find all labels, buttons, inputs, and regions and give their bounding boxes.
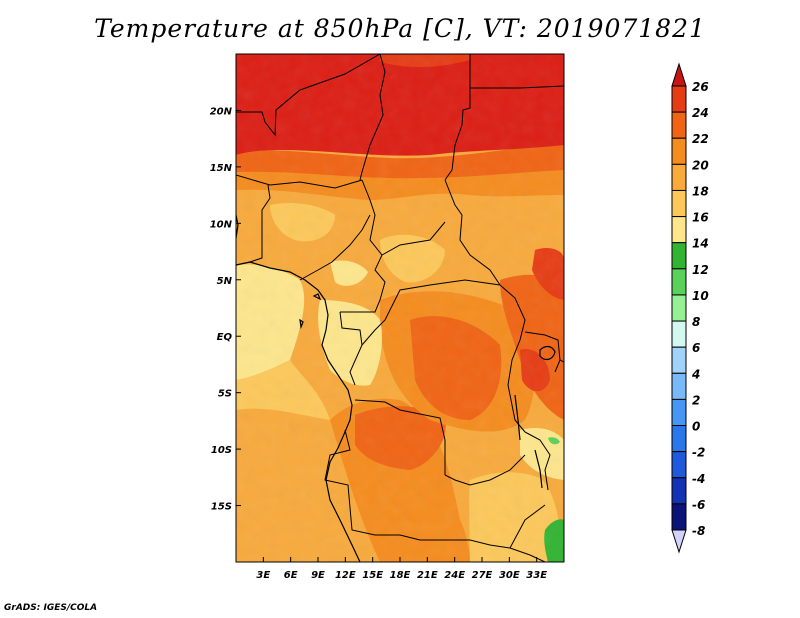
border-zambia-south xyxy=(420,504,546,549)
border-gabon xyxy=(339,311,363,386)
x-tick-label: 24E xyxy=(444,570,465,581)
y-tick-label: EQ xyxy=(217,332,233,343)
colorbar-segment xyxy=(671,372,687,400)
border-angola-namibia xyxy=(324,429,421,541)
island-small xyxy=(312,293,322,301)
x-tick-label: 33E xyxy=(526,570,547,581)
border-egypt-sudan xyxy=(470,85,564,89)
x-tick-label: 9E xyxy=(311,570,325,581)
x-tick-label: 15E xyxy=(362,570,383,581)
colorbar-label: 16 xyxy=(692,211,709,225)
x-tick-label: 3E xyxy=(256,570,270,581)
colorbar-segment xyxy=(671,320,687,348)
colorbar-segment xyxy=(671,398,687,427)
colorbar-segment xyxy=(671,163,687,191)
coastline-atlantic xyxy=(236,261,361,562)
colorbar-label: -4 xyxy=(692,472,705,486)
coastline-west xyxy=(236,214,239,239)
y-tick-label: 5N xyxy=(217,276,233,287)
colorbar-label: 12 xyxy=(692,263,709,277)
colorbar-segment xyxy=(671,242,687,270)
colorbar-label: -8 xyxy=(692,524,705,538)
y-tick-label: 20N xyxy=(210,106,233,117)
border-niger-nigeria xyxy=(236,174,363,189)
colorbar-segment xyxy=(671,346,687,374)
border-drc-east xyxy=(499,284,526,433)
axis-ticks: 3E 6E 9E 12E 15E 18E 21E 24E 27E 30E 33E 20N 15N 10N 5… xyxy=(210,106,548,581)
colorbar-segment xyxy=(671,137,687,165)
colorbar-segment xyxy=(671,477,687,505)
colorbar-label: 14 xyxy=(692,237,709,251)
border-malawi xyxy=(524,431,551,491)
colorbar-label: 26 xyxy=(692,80,709,94)
x-tick-label: 27E xyxy=(472,570,493,581)
x-tick-label: 6E xyxy=(284,570,298,581)
y-tick-label: 15S xyxy=(211,502,232,513)
colorbar-label: 0 xyxy=(692,420,700,434)
border-cameroon-car xyxy=(340,254,386,313)
chart-title: Temperature at 850hPa [C], VT: 201907182… xyxy=(94,14,706,43)
colorbar-label: 22 xyxy=(692,132,709,146)
country-borders xyxy=(236,54,564,562)
colorbar-label: 20 xyxy=(692,158,709,172)
border-algeria-niger xyxy=(236,54,381,137)
border-sudan-car xyxy=(444,179,501,286)
colorbar-label: 18 xyxy=(692,184,709,198)
colorbar-segment xyxy=(671,294,687,322)
y-tick-label: 15N xyxy=(210,163,233,174)
coastline xyxy=(236,214,556,562)
lake-tanganyika xyxy=(514,394,521,441)
border-libya-sudan xyxy=(444,54,471,181)
y-tick-label: 10S xyxy=(211,445,232,456)
temperature-field xyxy=(236,54,564,562)
colorbar-segment xyxy=(671,111,687,139)
colorbar-label: 24 xyxy=(692,106,709,120)
colorbar-label: 8 xyxy=(692,315,700,329)
colorbar-top-arrow xyxy=(671,62,687,87)
border-kenya xyxy=(559,359,564,363)
colorbar-label: -2 xyxy=(692,446,705,460)
colorbar-label: 2 xyxy=(692,393,700,407)
colorbar-label: -6 xyxy=(692,498,705,512)
border-niger-chad xyxy=(359,54,386,181)
border-zim xyxy=(509,547,546,562)
lake-victoria xyxy=(539,345,556,361)
colorbar-segment xyxy=(671,451,687,479)
x-tick-label: 12E xyxy=(335,570,356,581)
y-tick-label: 10N xyxy=(210,219,233,230)
x-tick-label: 21E xyxy=(417,570,438,581)
footer-credit: GrADS: IGES/COLA xyxy=(4,603,98,613)
border-car-drc xyxy=(361,279,501,346)
colorbar-label: 4 xyxy=(691,367,700,381)
colorbar-label: 10 xyxy=(692,289,709,303)
colorbar-segment xyxy=(671,189,687,218)
field-noise xyxy=(236,54,564,562)
border-chad-car xyxy=(361,179,446,256)
border-uganda xyxy=(524,331,561,373)
colorbar-segment xyxy=(671,268,687,296)
border-nigeria-cameroon xyxy=(299,214,371,281)
x-tick-label: 30E xyxy=(499,570,520,581)
colorbar-bottom-arrow xyxy=(671,529,687,554)
y-tick-label: 5S xyxy=(218,389,232,400)
colorbar-segment xyxy=(671,503,687,531)
colorbar-segment xyxy=(671,85,687,113)
colorbar-label: 6 xyxy=(692,341,700,355)
colorbar-segment xyxy=(671,216,687,244)
lake-malawi xyxy=(534,449,543,489)
x-tick-label: 18E xyxy=(390,570,411,581)
island-bioko xyxy=(299,318,304,330)
colorbar-segment xyxy=(671,425,687,453)
border-zambia-drc xyxy=(444,454,526,486)
border-drc-angola xyxy=(354,399,446,475)
